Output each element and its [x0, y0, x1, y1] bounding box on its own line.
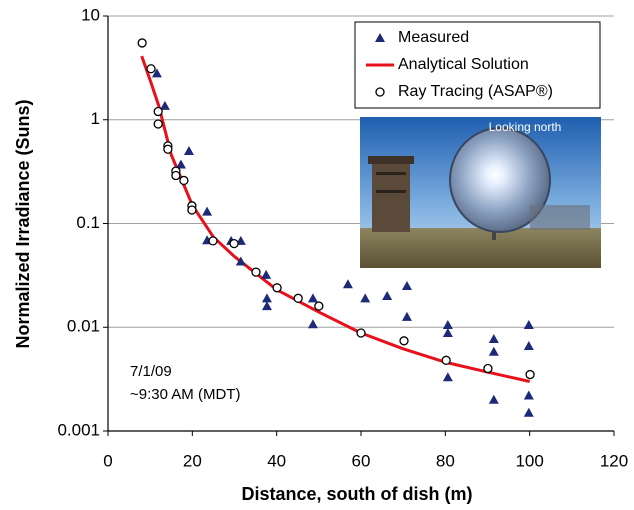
circle-marker	[153, 106, 163, 117]
x-tick-label: 0	[103, 451, 112, 470]
triangle-marker	[523, 390, 534, 400]
circle-marker	[163, 144, 173, 154]
circle-marker	[153, 119, 163, 129]
triangle-marker	[442, 328, 453, 338]
inset-label: Looking north	[489, 120, 562, 134]
annotation: 7/1/09	[130, 363, 172, 380]
triangle-marker	[342, 279, 353, 289]
y-tick-label: 0.1	[76, 213, 100, 232]
x-tick-label: 120	[600, 451, 628, 470]
circle-marker	[146, 64, 156, 74]
triangle-marker	[235, 256, 246, 266]
triangle-marker	[488, 334, 499, 344]
y-tick-label: 1	[91, 109, 100, 128]
triangle-marker	[151, 68, 162, 78]
annotation: ~9:30 AM (MDT)	[130, 386, 240, 403]
x-tick-label: 80	[436, 451, 455, 470]
circle-marker	[314, 301, 324, 311]
circle-marker	[208, 236, 218, 246]
circle-marker	[187, 205, 197, 215]
triangle-marker	[442, 320, 453, 330]
legend-marker	[375, 33, 385, 42]
x-tick-label: 20	[183, 451, 202, 470]
triangle-marker	[159, 100, 170, 110]
legend-box	[354, 21, 601, 109]
circle-marker	[399, 336, 409, 346]
x-axis-title: Distance, south of dish (m)	[241, 484, 472, 504]
triangle-marker	[523, 407, 534, 417]
x-tick-label: 60	[352, 451, 371, 470]
circle-marker	[251, 267, 261, 277]
triangle-marker	[202, 206, 213, 216]
circle-marker	[272, 283, 282, 293]
circle-marker	[483, 363, 493, 374]
triangle-marker	[488, 346, 499, 356]
triangle-marker	[261, 301, 272, 311]
triangle-marker	[442, 372, 453, 382]
triangle-marker	[401, 280, 412, 290]
circle-marker	[179, 175, 189, 186]
triangle-marker	[307, 293, 318, 303]
triangle-marker	[307, 319, 318, 329]
circle-marker	[356, 328, 366, 338]
triangle-marker	[488, 394, 499, 404]
circle-marker	[171, 170, 181, 181]
triangle-marker	[261, 269, 272, 279]
circle-marker	[525, 369, 535, 380]
legend-marker	[375, 87, 385, 97]
triangle-marker	[401, 311, 412, 321]
y-axis-title: Normalized Irradiance (Suns)	[13, 99, 33, 348]
triangle-marker	[382, 291, 393, 301]
circle-marker	[229, 238, 239, 249]
legend-label: Measured	[398, 29, 469, 46]
circle-marker	[441, 355, 451, 365]
circle-marker	[293, 293, 303, 303]
photo-inset: Looking north	[360, 117, 601, 268]
triangle-marker	[183, 145, 194, 155]
legend-label: Analytical Solution	[398, 56, 529, 73]
triangle-marker	[360, 293, 371, 303]
triangle-marker	[175, 159, 186, 169]
circle-marker	[137, 38, 147, 48]
legend-label: Ray Tracing (ASAP®)	[398, 83, 553, 100]
y-tick-label: 10	[81, 5, 100, 24]
y-tick-label: 0.001	[57, 420, 100, 439]
x-tick-label: 100	[515, 451, 543, 470]
triangle-marker	[523, 320, 534, 330]
triangle-marker	[523, 340, 534, 350]
x-tick-label: 40	[267, 451, 286, 470]
triangle-marker	[261, 293, 272, 303]
y-tick-label: 0.01	[67, 317, 100, 336]
